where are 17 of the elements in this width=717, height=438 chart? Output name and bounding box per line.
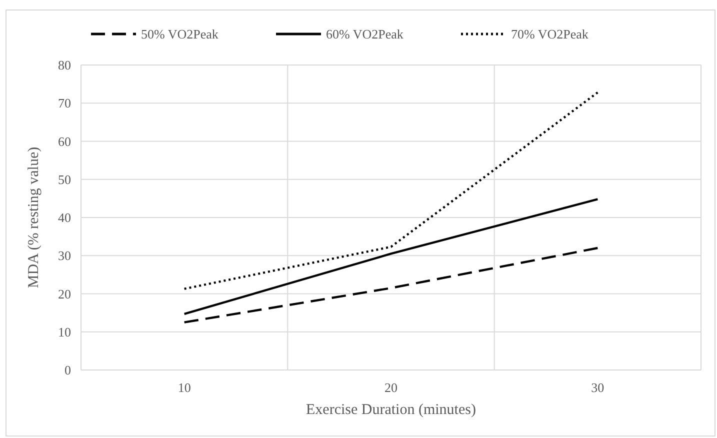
y-tick-label: 80	[58, 58, 71, 73]
legend-label: 70% VO2Peak	[511, 26, 589, 42]
y-axis-title: MDA (% resting value)	[26, 146, 42, 288]
y-tick-label: 20	[58, 286, 71, 302]
x-tick-label: 30	[591, 380, 604, 395]
y-tick-label: 50	[58, 172, 71, 187]
y-tick-label: 30	[58, 248, 71, 264]
x-tick-label: 10	[178, 380, 191, 395]
y-tick-label: 10	[58, 324, 71, 340]
y-tick-label: 0	[64, 362, 71, 378]
y-tick-label: 60	[58, 134, 71, 149]
legend-label: 50% VO2Peak	[141, 26, 219, 42]
x-tick-label: 20	[384, 380, 398, 395]
y-tick-label: 70	[58, 96, 71, 111]
legend-label: 60% VO2Peak	[326, 26, 404, 42]
y-tick-label: 40	[58, 210, 71, 226]
x-axis-title: Exercise Duration (minutes)	[306, 402, 476, 418]
